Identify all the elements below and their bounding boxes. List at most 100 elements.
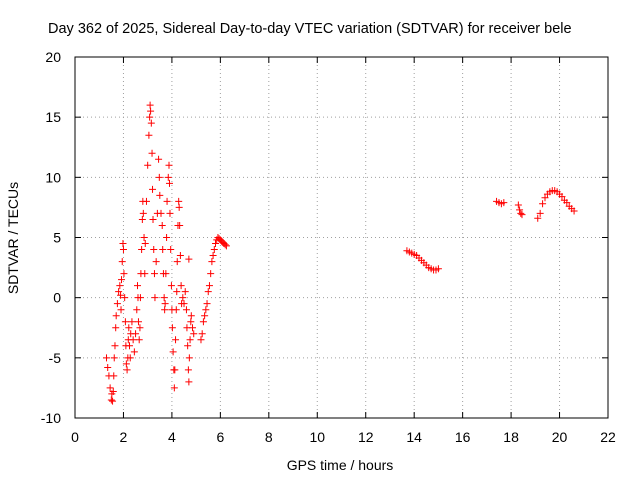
data-point bbox=[518, 211, 526, 219]
data-point bbox=[210, 246, 218, 254]
data-point bbox=[203, 300, 211, 308]
y-tick-label: 5 bbox=[53, 230, 61, 246]
data-point bbox=[164, 173, 172, 181]
y-tick-label: 0 bbox=[53, 290, 61, 306]
y-tick-label: -10 bbox=[41, 410, 61, 426]
y-axis-label: SDTVAR / TECUs bbox=[5, 182, 21, 294]
data-point bbox=[112, 312, 120, 320]
data-point bbox=[185, 378, 193, 386]
data-point bbox=[144, 161, 152, 169]
data-point bbox=[570, 207, 578, 215]
data-point bbox=[134, 318, 142, 326]
data-point bbox=[180, 300, 188, 308]
data-point bbox=[130, 348, 138, 356]
data-point bbox=[134, 282, 142, 290]
data-point bbox=[168, 324, 176, 332]
x-axis-ticks: 0 2 4 6 8 10 12 14 16 18 20 22 bbox=[71, 57, 616, 445]
data-point bbox=[115, 288, 123, 296]
data-point bbox=[117, 306, 125, 314]
y-tick-label: 15 bbox=[45, 109, 61, 125]
data-point bbox=[163, 197, 171, 205]
data-point bbox=[189, 324, 197, 332]
data-point bbox=[176, 252, 184, 260]
data-point bbox=[171, 366, 179, 374]
data-point bbox=[201, 312, 209, 320]
x-tick-label: 16 bbox=[455, 429, 471, 445]
data-point bbox=[184, 366, 192, 374]
data-point bbox=[112, 324, 120, 332]
data-point bbox=[121, 318, 129, 326]
data-point bbox=[129, 336, 137, 344]
y-axis-ticks: -10 -5 0 5 10 15 20 bbox=[41, 49, 608, 426]
data-point bbox=[155, 155, 163, 163]
data-point bbox=[165, 161, 173, 169]
data-point bbox=[121, 294, 129, 302]
data-point bbox=[185, 255, 193, 263]
x-tick-label: 20 bbox=[552, 429, 568, 445]
data-point bbox=[563, 199, 571, 207]
data-point bbox=[170, 384, 178, 392]
x-tick-label: 8 bbox=[265, 429, 273, 445]
data-point bbox=[118, 276, 126, 284]
data-point bbox=[517, 209, 525, 217]
data-point bbox=[179, 294, 187, 302]
data-point bbox=[141, 270, 149, 278]
data-point bbox=[187, 318, 195, 326]
data-point bbox=[204, 288, 212, 296]
data-point bbox=[126, 354, 134, 362]
data-point bbox=[175, 203, 183, 211]
data-point bbox=[212, 240, 220, 248]
data-point bbox=[221, 241, 229, 249]
data-point bbox=[160, 294, 168, 302]
data-point bbox=[161, 300, 169, 308]
data-point bbox=[128, 318, 136, 326]
data-point bbox=[162, 270, 170, 278]
data-point bbox=[111, 342, 119, 350]
chart-title: Day 362 of 2025, Sidereal Day-to-day VTE… bbox=[48, 21, 572, 37]
data-point bbox=[146, 101, 154, 109]
x-tick-label: 14 bbox=[406, 429, 422, 445]
data-point bbox=[147, 107, 155, 115]
x-axis-label: GPS time / hours bbox=[287, 457, 394, 473]
data-point bbox=[173, 288, 181, 296]
data-point bbox=[150, 270, 158, 278]
data-point bbox=[177, 282, 185, 290]
data-point bbox=[135, 336, 143, 344]
data-point bbox=[150, 246, 158, 254]
data-point bbox=[199, 318, 207, 326]
data-point bbox=[138, 215, 146, 223]
data-point bbox=[145, 131, 153, 139]
data-point bbox=[140, 234, 148, 241]
data-point bbox=[125, 324, 133, 332]
data-point bbox=[534, 214, 542, 222]
data-point bbox=[159, 246, 167, 254]
data-point bbox=[148, 149, 156, 157]
data-point bbox=[198, 330, 206, 338]
data-point bbox=[106, 384, 114, 392]
data-point bbox=[161, 306, 169, 314]
data-point bbox=[104, 363, 112, 371]
data-point bbox=[109, 388, 117, 396]
data-point bbox=[157, 209, 165, 217]
grid bbox=[75, 57, 608, 418]
data-point bbox=[139, 209, 147, 217]
data-point bbox=[119, 246, 127, 254]
data-point bbox=[175, 197, 183, 205]
data-point bbox=[155, 173, 163, 181]
data-point bbox=[109, 397, 117, 405]
data-point bbox=[208, 258, 216, 266]
data-point bbox=[539, 200, 547, 208]
data-point bbox=[185, 354, 193, 362]
data-point bbox=[165, 179, 173, 187]
data-point bbox=[122, 360, 130, 368]
data-point bbox=[166, 209, 174, 217]
data-point bbox=[181, 288, 189, 296]
data-point bbox=[120, 270, 128, 278]
data-point bbox=[190, 330, 198, 338]
data-point bbox=[110, 372, 118, 380]
data-point bbox=[126, 342, 134, 350]
data-point bbox=[172, 306, 180, 314]
data-point bbox=[167, 282, 175, 290]
data-point bbox=[184, 342, 192, 350]
data-point bbox=[136, 324, 144, 332]
